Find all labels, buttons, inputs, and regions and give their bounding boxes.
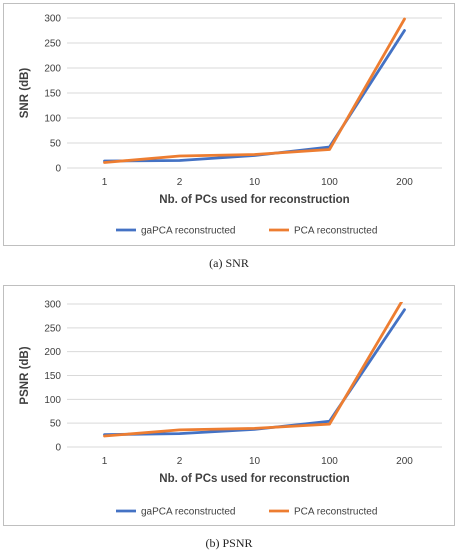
caption-psnr: (b) PSNR [205, 536, 253, 550]
x-tick-label: 100 [321, 177, 338, 188]
legend-label-gapca: gaPCA reconstructed [141, 507, 236, 518]
x-tick-label: 2 [177, 456, 183, 467]
y-tick-label: 200 [44, 347, 61, 358]
series-line-pca [103, 17, 406, 164]
y-tick-label: 150 [44, 89, 61, 100]
y-tick-label: 0 [55, 443, 61, 454]
legend-label-gapca: gaPCA reconstructed [141, 226, 236, 237]
y-tick-label: 300 [44, 14, 61, 25]
y-tick-label: 250 [44, 39, 61, 50]
legend-label-pca: PCA reconstructed [294, 507, 377, 518]
y-tick-label: 50 [50, 419, 62, 430]
y-tick-label: 50 [50, 139, 62, 150]
y-axis-title: SNR (dB) [19, 68, 31, 119]
series-line-pca [103, 302, 404, 438]
caption-snr: (a) SNR [209, 256, 249, 270]
y-axis-title: PSNR (dB) [19, 346, 31, 404]
y-tick-label: 300 [44, 300, 61, 311]
chart-panel-snr: 0 50 100 150 200 250 300 1 2 10 100 200 Nb. of PCs u… [3, 3, 455, 246]
x-tick-label: 10 [249, 456, 261, 467]
x-tick-label: 100 [321, 456, 338, 467]
y-tick-label: 250 [44, 323, 61, 334]
y-tick-label: 200 [44, 64, 61, 75]
legend-label-pca: PCA reconstructed [294, 226, 377, 237]
y-tick-label: 100 [44, 395, 61, 406]
x-tick-label: 2 [177, 177, 183, 188]
y-tick-label: 150 [44, 371, 61, 382]
x-tick-label: 10 [249, 177, 261, 188]
chart-snr: 0 50 100 150 200 250 300 1 2 10 100 200 Nb. of PCs u… [19, 14, 442, 237]
y-tick-label: 0 [55, 164, 61, 175]
chart-psnr: 0 50 100 150 200 250 300 1 2 10 100 200 Nb. of PCs u… [19, 300, 442, 518]
x-tick-label: 200 [396, 456, 413, 467]
chart-panel-psnr: 0 50 100 150 200 250 300 1 2 10 100 200 Nb. of PCs u… [3, 285, 455, 526]
y-tick-label: 100 [44, 114, 61, 125]
x-tick-label: 200 [396, 177, 413, 188]
x-tick-label: 1 [102, 456, 108, 467]
x-tick-label: 1 [102, 177, 108, 188]
x-axis-title: Nb. of PCs used for reconstruction [159, 473, 349, 485]
x-axis-title: Nb. of PCs used for reconstruction [159, 194, 349, 206]
